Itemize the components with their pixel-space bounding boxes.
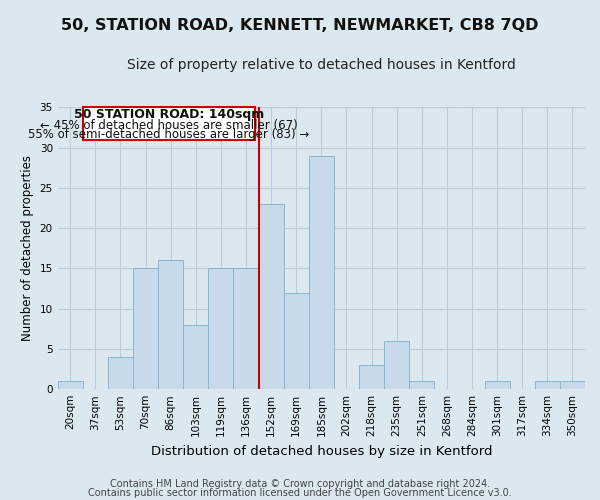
Bar [309,156,334,389]
Bar [83,108,255,140]
Bar [158,260,183,389]
Bar [58,381,83,389]
Bar [133,268,158,389]
Text: 50, STATION ROAD, KENNETT, NEWMARKET, CB8 7QD: 50, STATION ROAD, KENNETT, NEWMARKET, CB… [61,18,539,32]
Bar [485,381,509,389]
Bar [259,204,284,389]
Bar [535,381,560,389]
Bar [108,357,133,389]
Text: Contains public sector information licensed under the Open Government Licence v3: Contains public sector information licen… [88,488,512,498]
Text: Contains HM Land Registry data © Crown copyright and database right 2024.: Contains HM Land Registry data © Crown c… [110,479,490,489]
Y-axis label: Number of detached properties: Number of detached properties [21,156,34,342]
Bar [284,292,309,389]
Text: ← 45% of detached houses are smaller (67): ← 45% of detached houses are smaller (67… [40,119,298,132]
Bar [409,381,434,389]
X-axis label: Distribution of detached houses by size in Kentford: Distribution of detached houses by size … [151,444,492,458]
Bar [233,268,259,389]
Bar [359,365,384,389]
Text: 50 STATION ROAD: 140sqm: 50 STATION ROAD: 140sqm [74,108,264,121]
Bar [384,341,409,389]
Bar [208,268,233,389]
Bar [560,381,585,389]
Bar [183,325,208,389]
Text: 55% of semi-detached houses are larger (83) →: 55% of semi-detached houses are larger (… [28,128,310,141]
Title: Size of property relative to detached houses in Kentford: Size of property relative to detached ho… [127,58,516,71]
